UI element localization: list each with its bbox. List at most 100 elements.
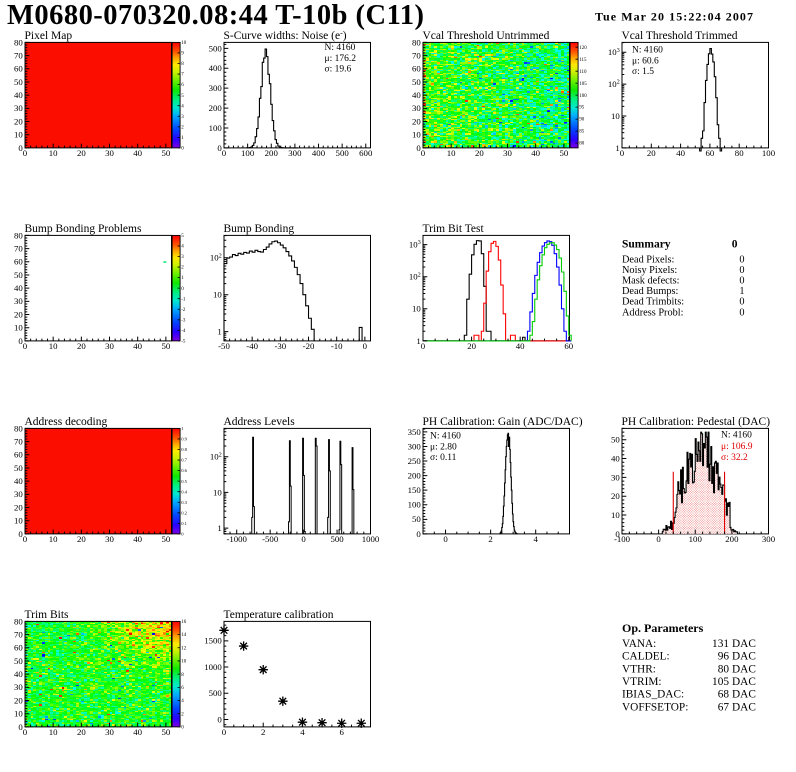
svg-text:μ: 176.2: μ: 176.2 xyxy=(325,54,357,64)
svg-text:0: 0 xyxy=(620,148,625,158)
svg-text:20: 20 xyxy=(14,502,23,512)
svg-text:60: 60 xyxy=(14,257,23,267)
svg-text:0: 0 xyxy=(416,529,421,539)
svg-text:100: 100 xyxy=(762,148,776,158)
svg-text:10: 10 xyxy=(14,323,23,333)
svg-text:-1: -1 xyxy=(181,297,186,302)
svg-text:0: 0 xyxy=(217,143,222,153)
svg-text:102: 102 xyxy=(210,252,222,262)
svg-text:PH Calibration: Gain (ADC/DAC): PH Calibration: Gain (ADC/DAC) xyxy=(423,416,583,428)
svg-text:250: 250 xyxy=(408,456,422,466)
svg-text:Dead Trimbits:: Dead Trimbits: xyxy=(622,297,684,308)
svg-text:10: 10 xyxy=(14,130,23,140)
svg-text:0: 0 xyxy=(181,287,184,292)
svg-text:σ: 32.2: σ: 32.2 xyxy=(721,453,748,463)
svg-text:N: 4160: N: 4160 xyxy=(325,43,356,53)
svg-text:150: 150 xyxy=(408,485,422,495)
svg-text:20: 20 xyxy=(647,148,656,158)
svg-text:10: 10 xyxy=(49,727,58,737)
svg-text:5: 5 xyxy=(181,94,184,99)
svg-text:0: 0 xyxy=(222,148,227,158)
svg-text:10: 10 xyxy=(213,290,222,300)
svg-text:102: 102 xyxy=(608,79,620,89)
svg-text:70: 70 xyxy=(14,243,23,253)
svg-text:102: 102 xyxy=(409,271,421,281)
svg-text:10: 10 xyxy=(181,41,187,46)
svg-text:95: 95 xyxy=(579,106,585,111)
svg-text:70: 70 xyxy=(14,629,23,639)
svg-text:20: 20 xyxy=(467,341,476,351)
svg-text:300: 300 xyxy=(288,148,302,158)
svg-text:1: 1 xyxy=(416,336,420,346)
svg-text:30: 30 xyxy=(105,534,114,544)
svg-text:40: 40 xyxy=(133,534,142,544)
svg-text:2: 2 xyxy=(181,712,184,717)
svg-text:-500: -500 xyxy=(262,534,279,544)
svg-text:10: 10 xyxy=(49,148,58,158)
svg-text:1000: 1000 xyxy=(204,662,222,672)
svg-text:105: 105 xyxy=(579,82,587,87)
svg-text:10: 10 xyxy=(412,130,421,140)
svg-text:-20: -20 xyxy=(303,341,315,351)
svg-text:VOFFSETOP:: VOFFSETOP: xyxy=(622,701,688,713)
svg-text:Address Levels: Address Levels xyxy=(224,416,296,428)
svg-text:85: 85 xyxy=(579,130,585,135)
svg-text:1500: 1500 xyxy=(204,636,222,646)
svg-text:0.2: 0.2 xyxy=(181,510,187,515)
svg-text:-30: -30 xyxy=(274,341,286,351)
svg-text:Mask defects:: Mask defects: xyxy=(622,276,680,287)
svg-text:10: 10 xyxy=(49,341,58,351)
svg-text:20: 20 xyxy=(77,148,86,158)
svg-text:0: 0 xyxy=(23,341,28,351)
svg-text:10: 10 xyxy=(14,516,23,526)
svg-text:IBIAS_DAC:: IBIAS_DAC: xyxy=(622,689,684,701)
svg-text:115: 115 xyxy=(579,58,587,63)
svg-text:PH Calibration: Pedestal (DAC): PH Calibration: Pedestal (DAC) xyxy=(622,416,771,428)
svg-text:0.8: 0.8 xyxy=(181,447,187,452)
svg-text:0: 0 xyxy=(18,529,23,539)
svg-text:0: 0 xyxy=(18,336,23,346)
svg-text:1: 1 xyxy=(739,286,744,297)
svg-text:σ: 0.11: σ: 0.11 xyxy=(430,453,457,463)
svg-text:103: 103 xyxy=(409,239,421,249)
svg-text:0: 0 xyxy=(739,297,744,308)
svg-text:0: 0 xyxy=(443,534,448,544)
svg-text:30: 30 xyxy=(14,296,23,306)
svg-text:120: 120 xyxy=(579,46,587,51)
svg-text:Vcal Threshold Trimmed: Vcal Threshold Trimmed xyxy=(622,30,738,42)
svg-text:DAC: DAC xyxy=(732,663,756,675)
svg-text:40: 40 xyxy=(611,453,620,463)
svg-text:0.7: 0.7 xyxy=(181,458,187,463)
svg-text:Noisy Pixels:: Noisy Pixels: xyxy=(622,265,677,276)
svg-text:102: 102 xyxy=(210,451,222,461)
svg-text:0: 0 xyxy=(739,255,744,266)
svg-text:Trim Bits: Trim Bits xyxy=(25,609,70,621)
svg-text:0.5: 0.5 xyxy=(181,479,187,484)
svg-text:3: 3 xyxy=(181,115,184,120)
svg-text:0: 0 xyxy=(739,276,744,287)
svg-text:VANA:: VANA: xyxy=(622,638,656,650)
svg-text:1: 1 xyxy=(181,136,184,141)
svg-text:1: 1 xyxy=(217,523,221,533)
svg-text:80: 80 xyxy=(14,423,23,433)
svg-text:10: 10 xyxy=(213,487,222,497)
svg-text:Summary: Summary xyxy=(622,238,671,250)
svg-text:30: 30 xyxy=(14,489,23,499)
svg-text:1: 1 xyxy=(217,327,221,337)
svg-text:Trim Bit Test: Trim Bit Test xyxy=(423,223,485,235)
svg-text:60: 60 xyxy=(564,341,573,351)
svg-text:40: 40 xyxy=(516,341,525,351)
svg-text:400: 400 xyxy=(312,148,326,158)
svg-text:1: 1 xyxy=(615,143,619,153)
svg-text:20: 20 xyxy=(412,116,421,126)
svg-text:40: 40 xyxy=(412,90,421,100)
svg-text:67: 67 xyxy=(718,701,730,713)
svg-text:50: 50 xyxy=(161,148,170,158)
svg-text:90: 90 xyxy=(579,118,585,123)
svg-text:0: 0 xyxy=(363,341,368,351)
svg-text:20: 20 xyxy=(77,727,86,737)
svg-text:VTHR:: VTHR: xyxy=(622,663,656,675)
svg-text:105: 105 xyxy=(712,676,729,688)
svg-text:60: 60 xyxy=(14,643,23,653)
svg-text:0: 0 xyxy=(23,534,28,544)
